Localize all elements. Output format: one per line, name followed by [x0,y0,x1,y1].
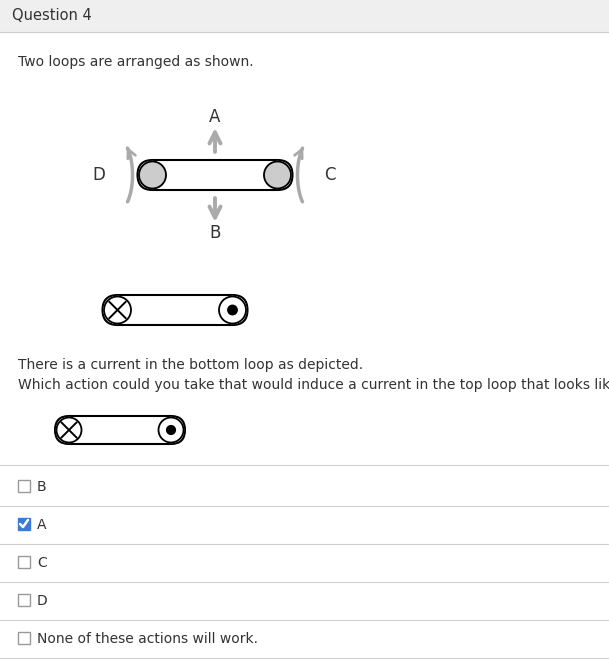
Text: B: B [37,480,47,494]
FancyBboxPatch shape [18,518,30,530]
FancyBboxPatch shape [18,556,30,568]
FancyBboxPatch shape [138,160,292,190]
Text: C: C [37,556,47,570]
Text: B: B [209,224,220,242]
Text: Two loops are arranged as shown.: Two loops are arranged as shown. [18,55,253,69]
FancyBboxPatch shape [18,594,30,606]
FancyBboxPatch shape [102,295,247,325]
FancyBboxPatch shape [18,632,30,644]
Circle shape [219,297,246,324]
FancyBboxPatch shape [18,480,30,492]
Circle shape [104,297,131,324]
Text: There is a current in the bottom loop as depicted.: There is a current in the bottom loop as… [18,358,363,372]
Circle shape [228,306,238,315]
Text: None of these actions will work.: None of these actions will work. [37,632,258,646]
Text: D: D [93,166,105,184]
FancyBboxPatch shape [55,416,185,444]
Bar [0,0,609,32]
Text: D: D [37,594,48,608]
Text: A: A [209,108,220,126]
Circle shape [57,417,82,442]
Circle shape [158,417,183,442]
Text: C: C [325,166,336,184]
Circle shape [264,161,291,188]
Text: Question 4: Question 4 [12,9,92,23]
Text: A: A [37,518,46,532]
Circle shape [167,425,175,434]
Circle shape [139,161,166,188]
Text: Which action could you take that would induce a current in the top loop that loo: Which action could you take that would i… [18,378,609,392]
